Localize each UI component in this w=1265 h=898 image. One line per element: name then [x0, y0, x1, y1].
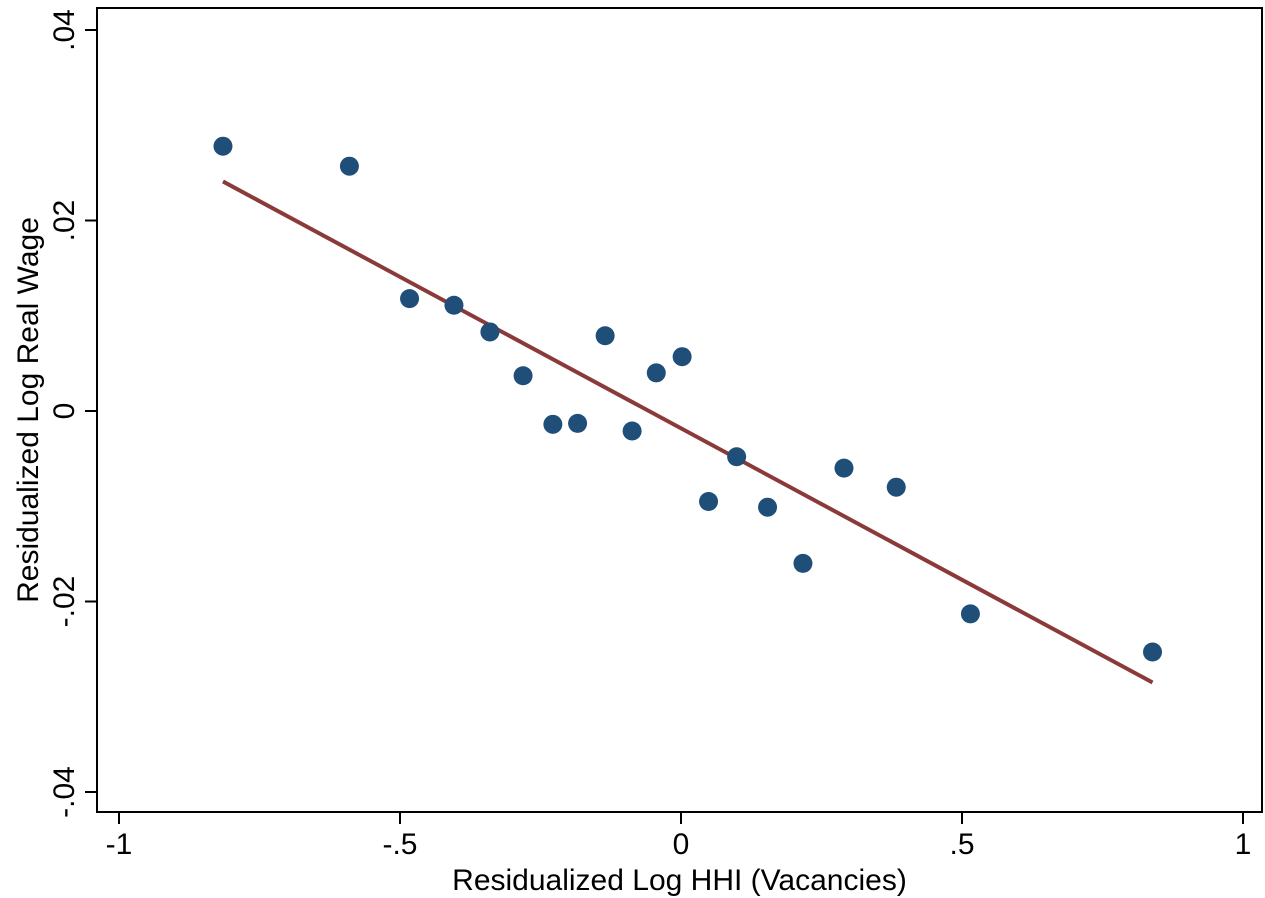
- data-point: [543, 414, 563, 434]
- data-point: [444, 295, 464, 315]
- plot-frame: [96, 7, 1263, 813]
- data-point: [595, 326, 615, 346]
- x-axis: -1 -.5 0 .5 1: [106, 812, 1252, 861]
- data-point: [568, 413, 588, 433]
- y-axis: -.04 -.02 0 .02 .04: [48, 9, 97, 818]
- data-point: [699, 491, 719, 511]
- data-point: [886, 477, 906, 497]
- y-tick-label: -.02: [48, 576, 81, 628]
- y-tick-label: .02: [48, 200, 81, 242]
- x-tick-label: -1: [106, 828, 133, 861]
- data-points: [213, 136, 1163, 662]
- x-tick-label: .5: [949, 828, 974, 861]
- data-point: [213, 136, 233, 156]
- fit-line: [222, 179, 1154, 685]
- data-point: [793, 553, 813, 573]
- data-point: [339, 156, 359, 176]
- x-tick-label: 0: [673, 828, 690, 861]
- data-point: [622, 421, 642, 441]
- x-axis-title: Residualized Log HHI (Vacancies): [452, 864, 907, 897]
- data-point: [1143, 642, 1163, 662]
- data-point: [834, 458, 854, 478]
- data-point: [480, 322, 500, 342]
- y-tick-label: 0: [48, 403, 81, 420]
- x-tick-label: 1: [1235, 828, 1252, 861]
- data-point: [727, 447, 747, 467]
- data-point: [672, 347, 692, 367]
- y-axis-title: Residualized Log Real Wage: [12, 217, 45, 603]
- y-tick-label: .04: [48, 9, 81, 51]
- x-tick-label: -.5: [382, 828, 417, 861]
- data-point: [400, 289, 420, 309]
- data-point: [646, 363, 666, 383]
- y-tick-label: -.04: [48, 766, 81, 818]
- data-point: [960, 604, 980, 624]
- data-point: [513, 366, 533, 386]
- data-point: [758, 497, 778, 517]
